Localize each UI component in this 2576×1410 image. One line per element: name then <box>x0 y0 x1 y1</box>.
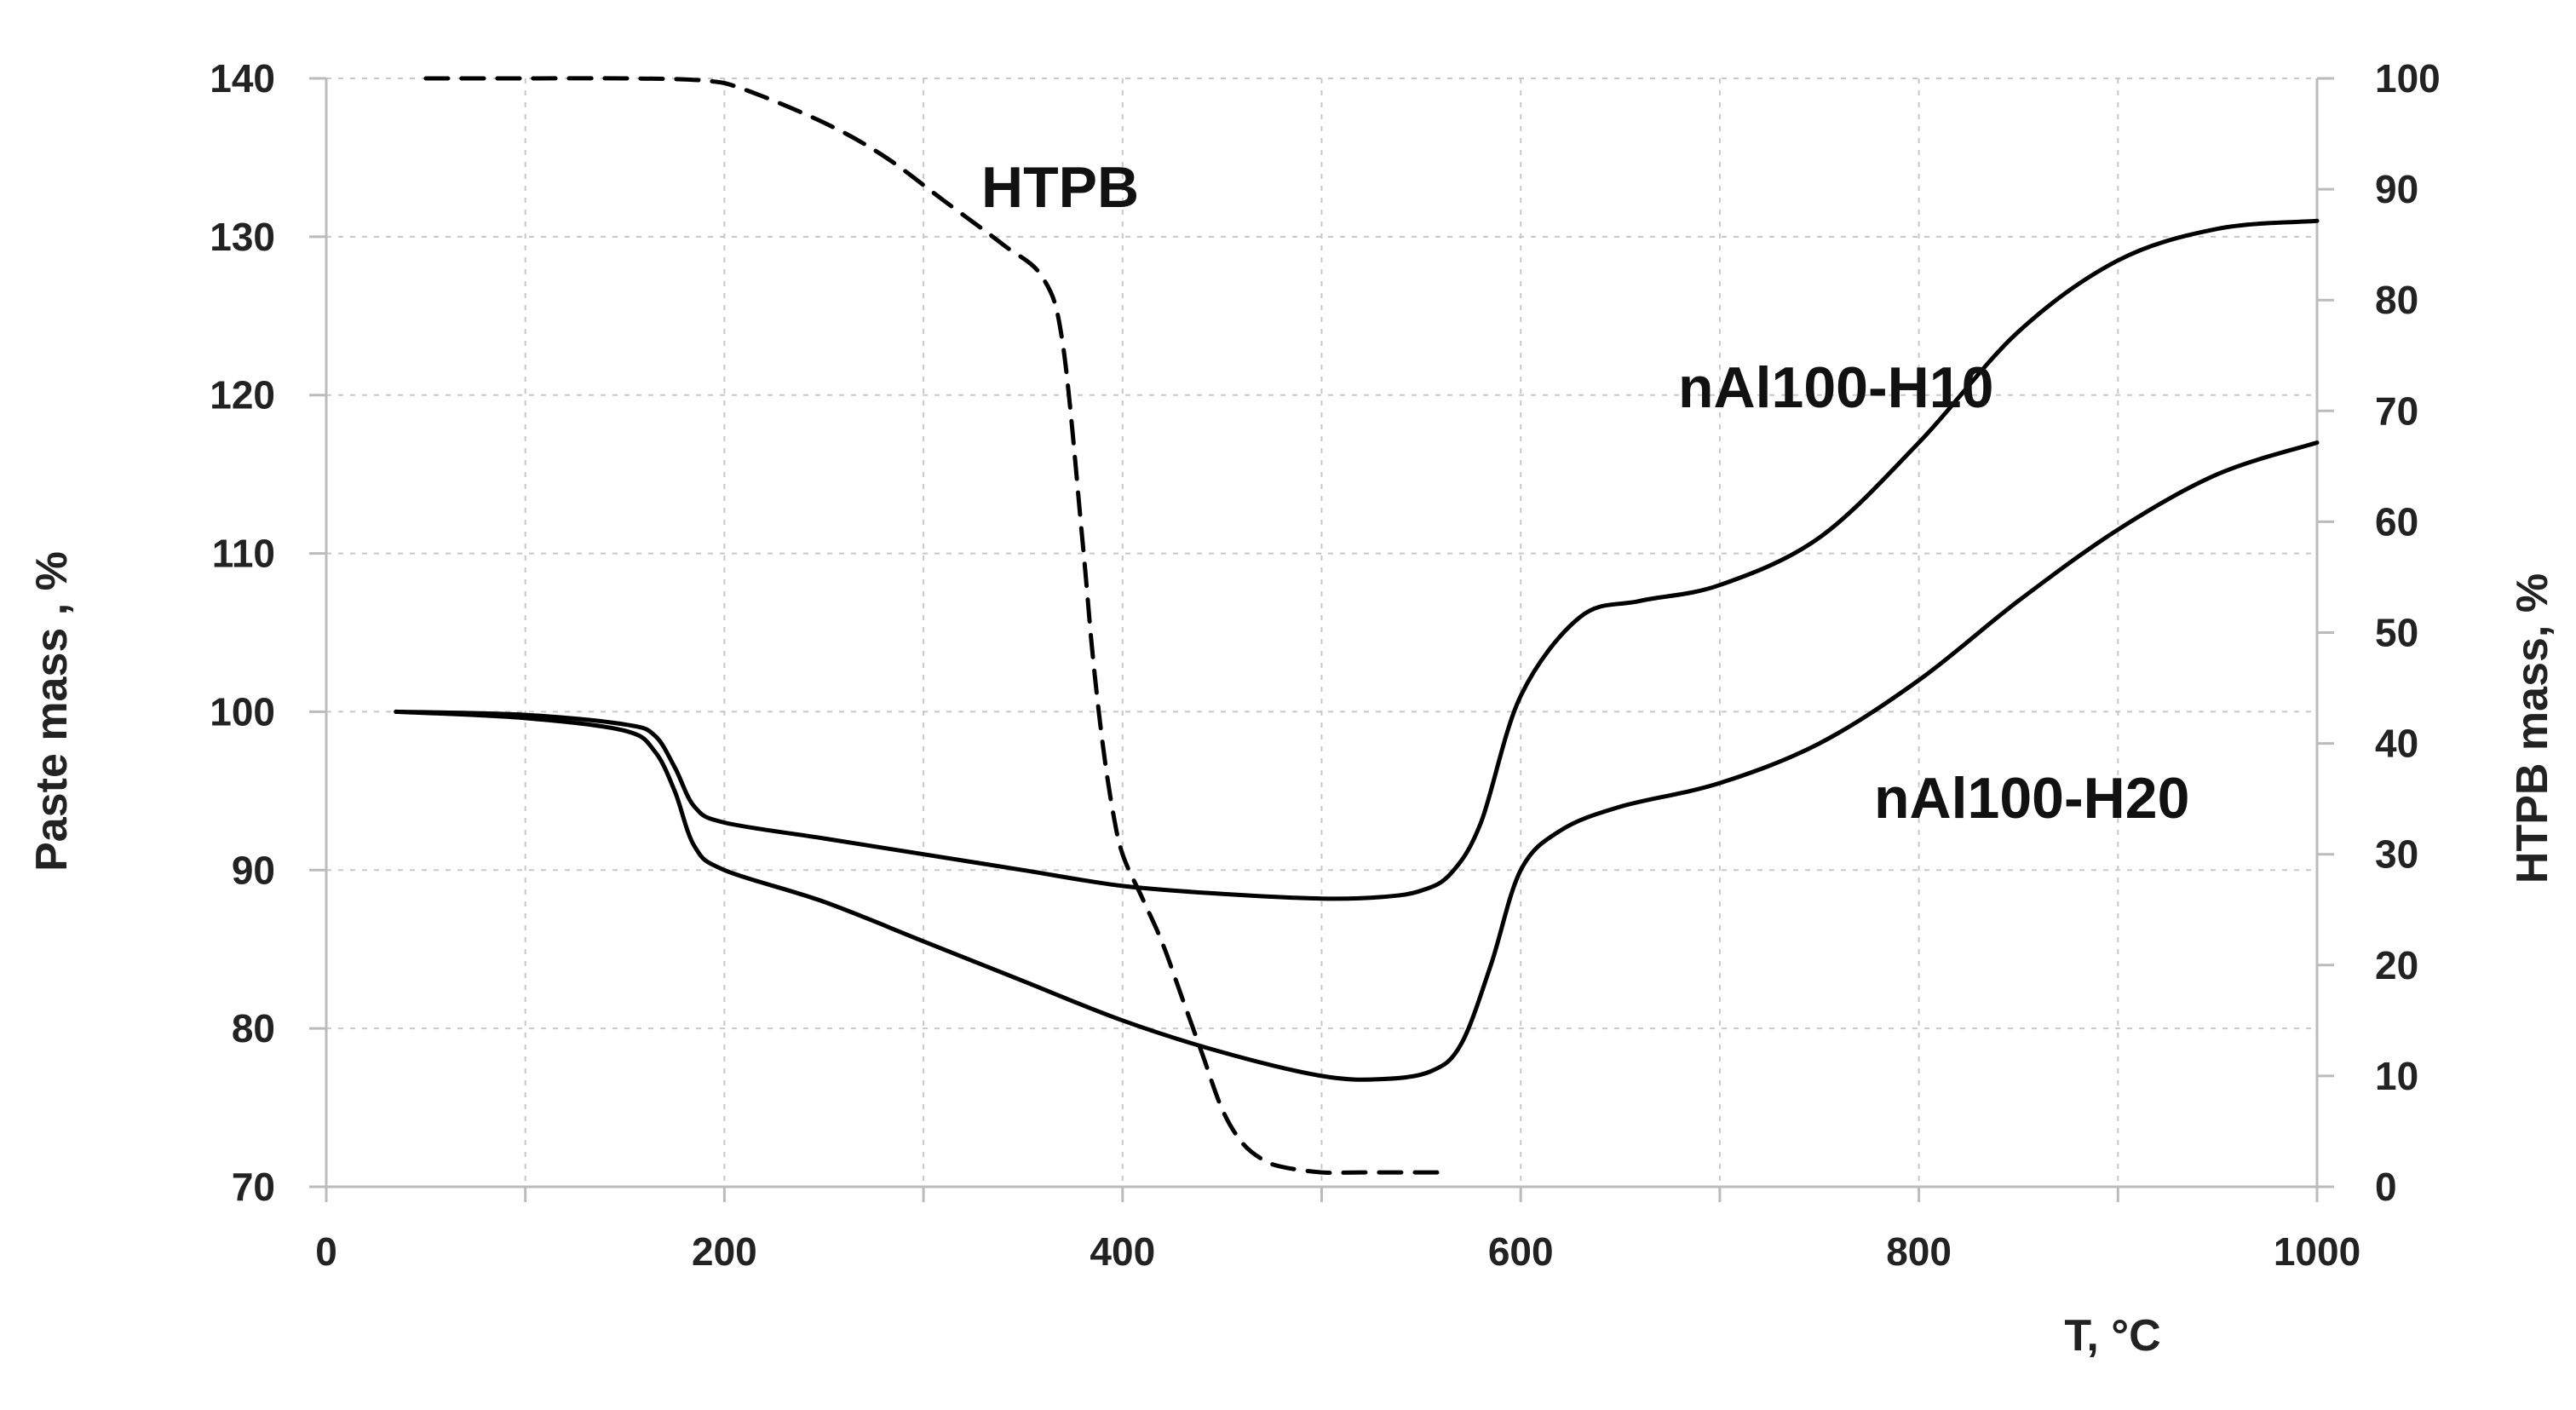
x-tick-label: 800 <box>1886 1229 1952 1274</box>
x-axis-title: T, °C <box>2064 1311 2160 1361</box>
y-right-tick-label: 20 <box>2375 943 2418 987</box>
y-axis-right-title: HTPB mass, % <box>2508 573 2557 883</box>
y-left-tick-label: 140 <box>210 56 275 101</box>
x-tick-label: 400 <box>1090 1229 1155 1274</box>
y-right-tick-label: 40 <box>2375 722 2418 766</box>
x-tick-label: 0 <box>315 1229 337 1274</box>
y-left-tick-label: 130 <box>210 215 275 259</box>
series-line-htpb <box>423 76 1444 1176</box>
y-right-tick-label: 50 <box>2375 611 2418 655</box>
y-left-tick-label: 110 <box>212 532 275 576</box>
y-right-tick-label: 60 <box>2375 499 2418 544</box>
series-label-htpb: HTPB <box>981 155 1139 220</box>
y-right-tick-label: 10 <box>2375 1054 2418 1098</box>
series-label-nal100-h20: nAl100-H20 <box>1874 766 2189 831</box>
x-tick-label: 600 <box>1488 1229 1554 1274</box>
y-right-tick-label: 100 <box>2375 56 2441 101</box>
series-label-nal100-h10: nAl100-H10 <box>1678 355 1993 420</box>
grid-layer <box>326 78 2317 1187</box>
series-line-nal100-h10 <box>394 218 2320 901</box>
y-left-tick-label: 80 <box>232 1006 275 1050</box>
y-left-tick-label: 120 <box>210 373 275 417</box>
y-right-tick-label: 70 <box>2375 388 2418 433</box>
y-axis-left-title: Paste mass , % <box>27 551 77 872</box>
series-line-nal100-h20 <box>394 440 2320 1082</box>
x-tick-label: 200 <box>692 1229 757 1274</box>
y-right-tick-label: 30 <box>2375 832 2418 877</box>
x-tick-label: 1000 <box>2274 1229 2360 1274</box>
labels-layer: Paste mass , % HTPB mass, % T, °C HTPB n… <box>27 155 2557 1361</box>
axes-layer: 0 200 400 600 800 1000 70 80 90 100 110 120 130 140 0 1… <box>210 56 2441 1274</box>
y-left-tick-label: 90 <box>232 848 275 892</box>
y-left-tick-label: 100 <box>210 689 275 734</box>
y-left-tick-label: 70 <box>232 1165 275 1209</box>
y-right-tick-label: 80 <box>2375 278 2418 322</box>
series-layer <box>394 76 2320 1176</box>
y-right-tick-label: 0 <box>2375 1165 2397 1209</box>
y-right-tick-label: 90 <box>2375 167 2418 211</box>
